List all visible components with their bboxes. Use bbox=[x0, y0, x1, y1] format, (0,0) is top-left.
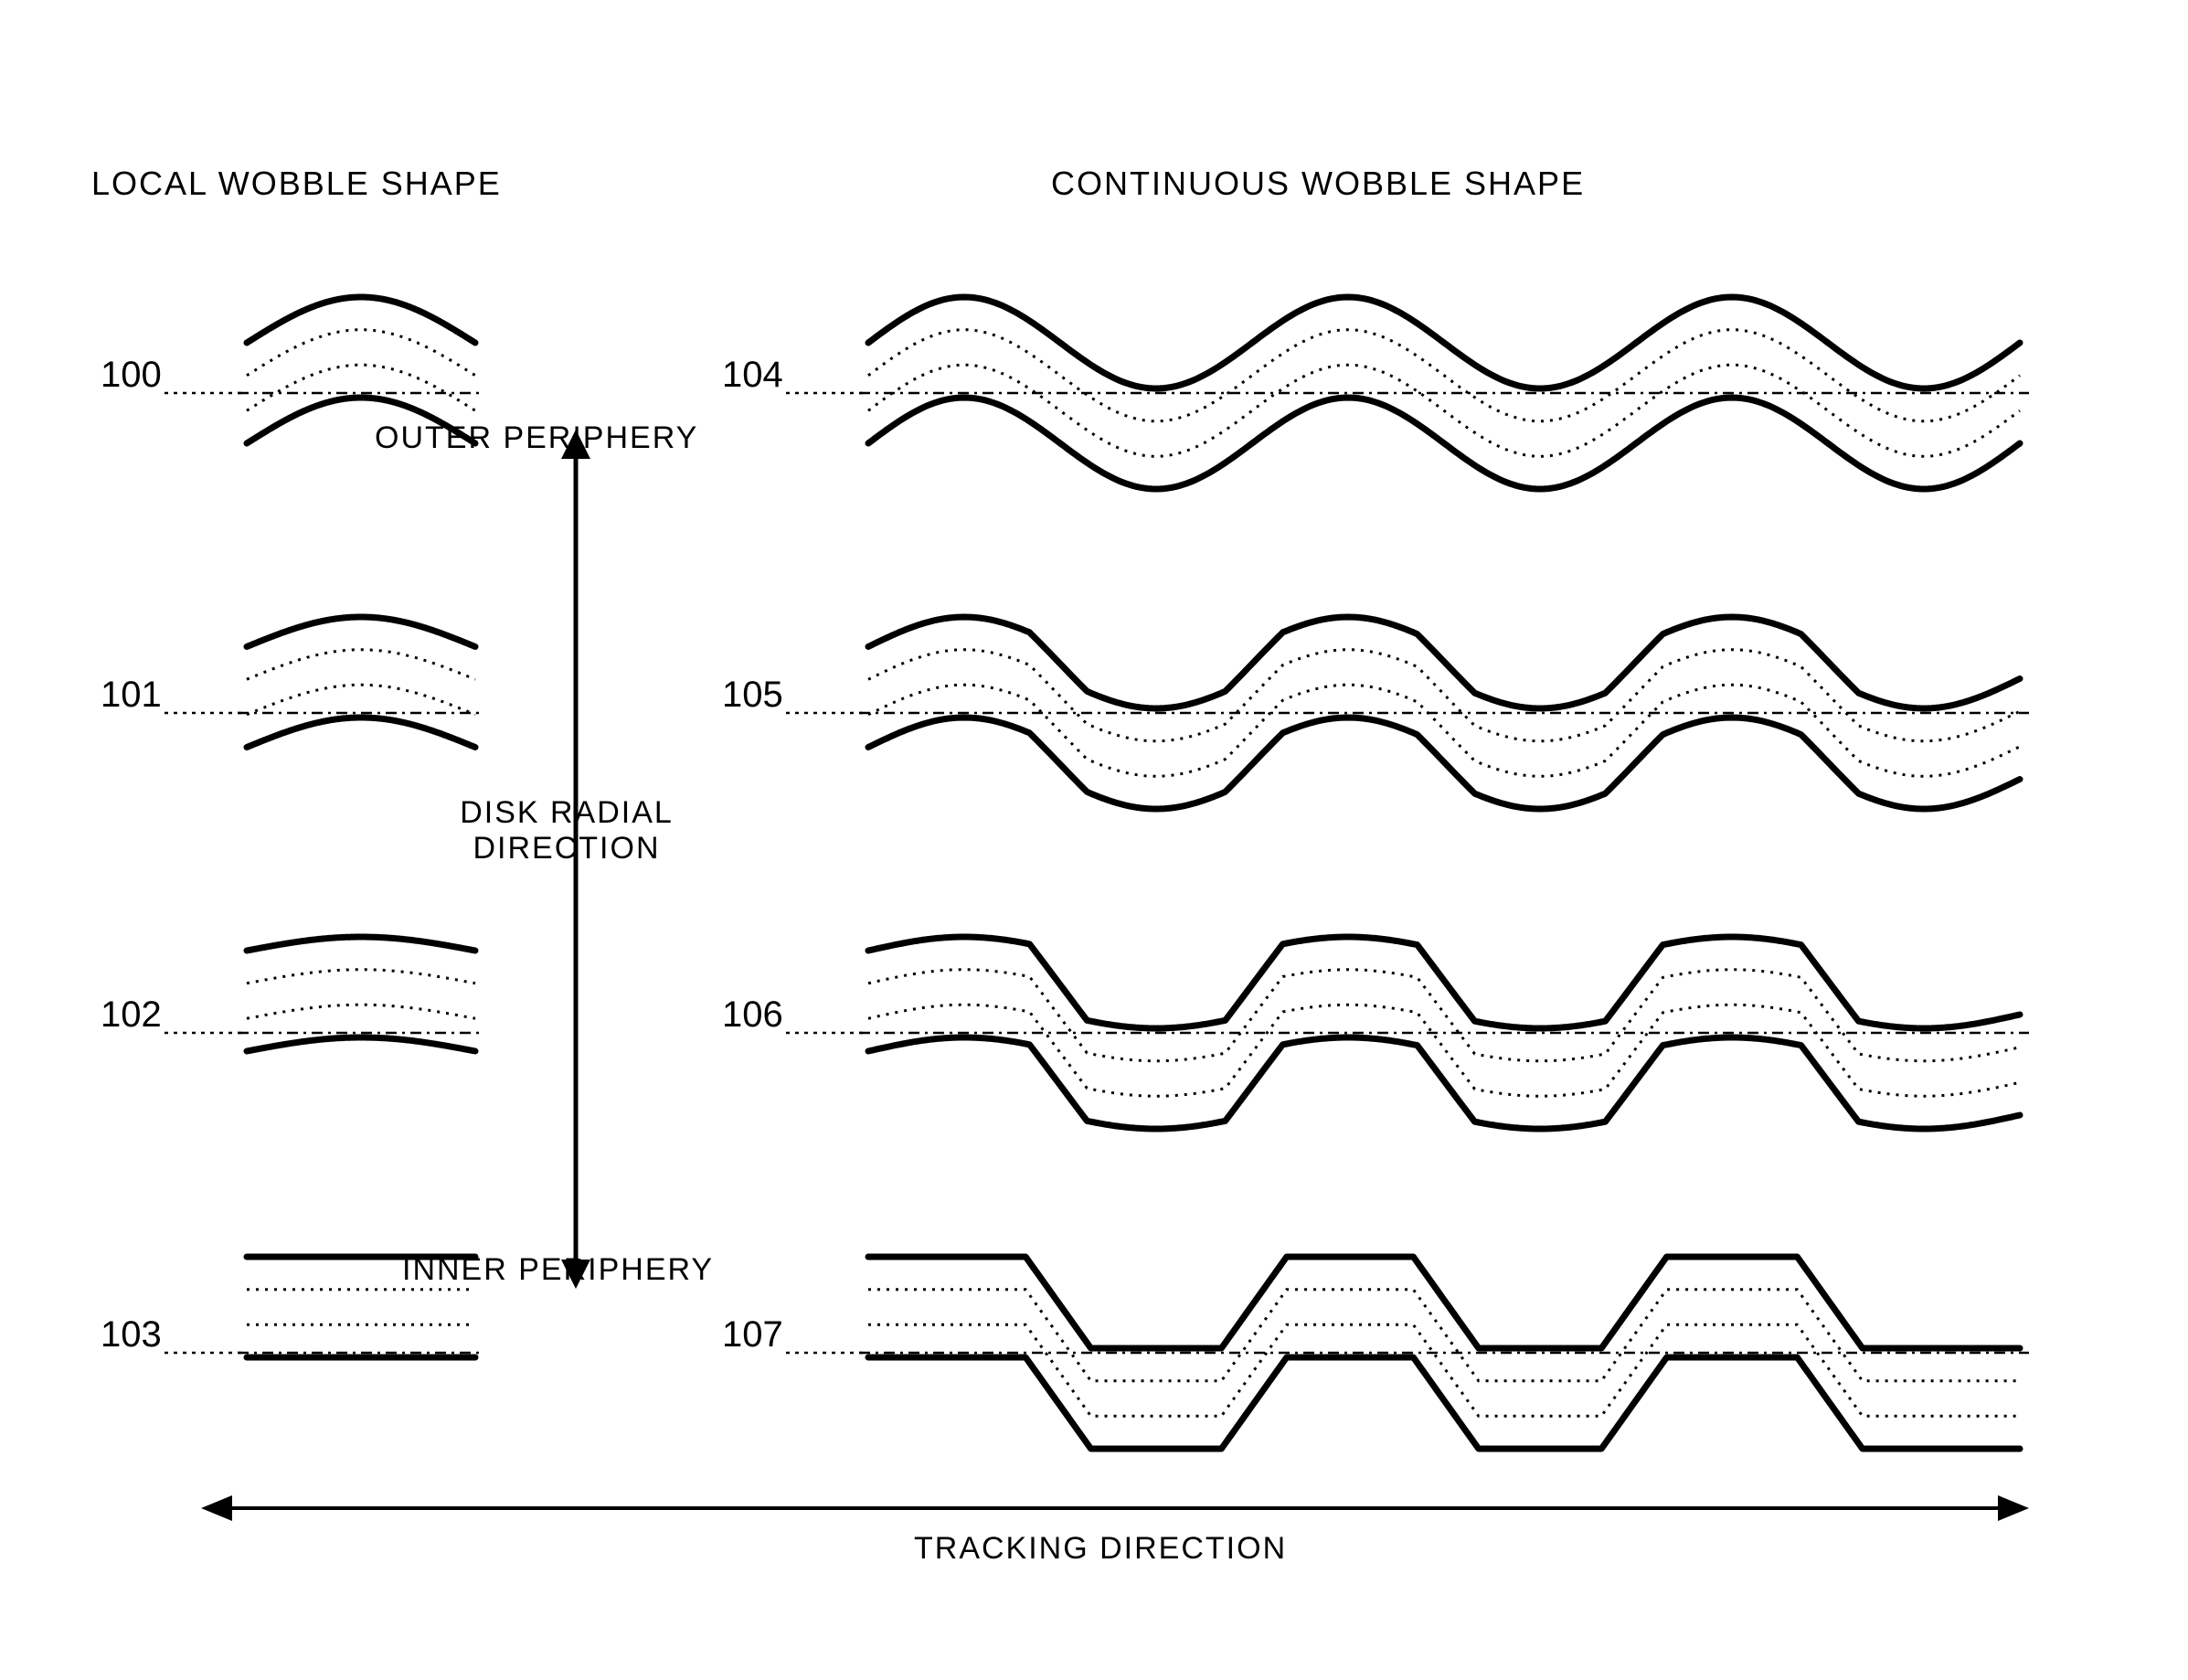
local-row1-bottom bbox=[247, 718, 475, 748]
local-row2-dot2 bbox=[247, 1005, 475, 1018]
cont-row2-bottom bbox=[868, 1037, 2020, 1129]
radial-arrow-up bbox=[561, 430, 590, 459]
cont-row1-bottom bbox=[868, 718, 2020, 809]
local-row0-dot1 bbox=[247, 330, 475, 376]
cont-row3-top bbox=[868, 1257, 2020, 1348]
local-row0-dot2 bbox=[247, 365, 475, 410]
local-row0-top bbox=[247, 297, 475, 343]
cont-row1-top bbox=[868, 617, 2020, 708]
diagram-svg bbox=[91, 165, 2102, 1627]
cont-row2-top bbox=[868, 937, 2020, 1028]
local-row0-bottom bbox=[247, 398, 475, 443]
radial-arrow-down bbox=[561, 1260, 590, 1289]
local-row1-dot2 bbox=[247, 685, 475, 715]
local-row2-bottom bbox=[247, 1037, 475, 1051]
local-row1-top bbox=[247, 617, 475, 647]
tracking-arrow-left bbox=[201, 1495, 232, 1521]
cont-row3-bottom bbox=[868, 1357, 2020, 1449]
local-row2-dot1 bbox=[247, 970, 475, 984]
local-row2-top bbox=[247, 937, 475, 951]
local-row1-dot1 bbox=[247, 650, 475, 680]
diagram-container: LOCAL WOBBLE SHAPE CONTINUOUS WOBBLE SHA… bbox=[91, 165, 2102, 1536]
tracking-arrow-right bbox=[1998, 1495, 2029, 1521]
